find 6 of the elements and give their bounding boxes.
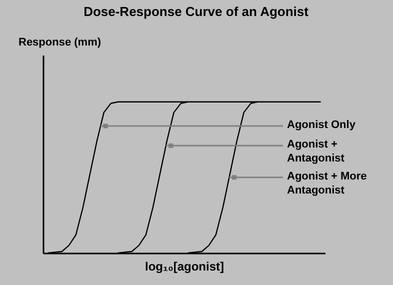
annotation: Agonist + Antagonist: [287, 138, 345, 165]
y-axis-title: Response (mm): [18, 36, 102, 48]
annotation: Agonist Only: [287, 119, 356, 132]
x-axis-title: log₁₀[agonist]: [144, 260, 224, 274]
annotation: Agonist + More Antagonist: [287, 170, 367, 196]
chart-title: Dose-Response Curve of an Agonist: [84, 4, 310, 19]
